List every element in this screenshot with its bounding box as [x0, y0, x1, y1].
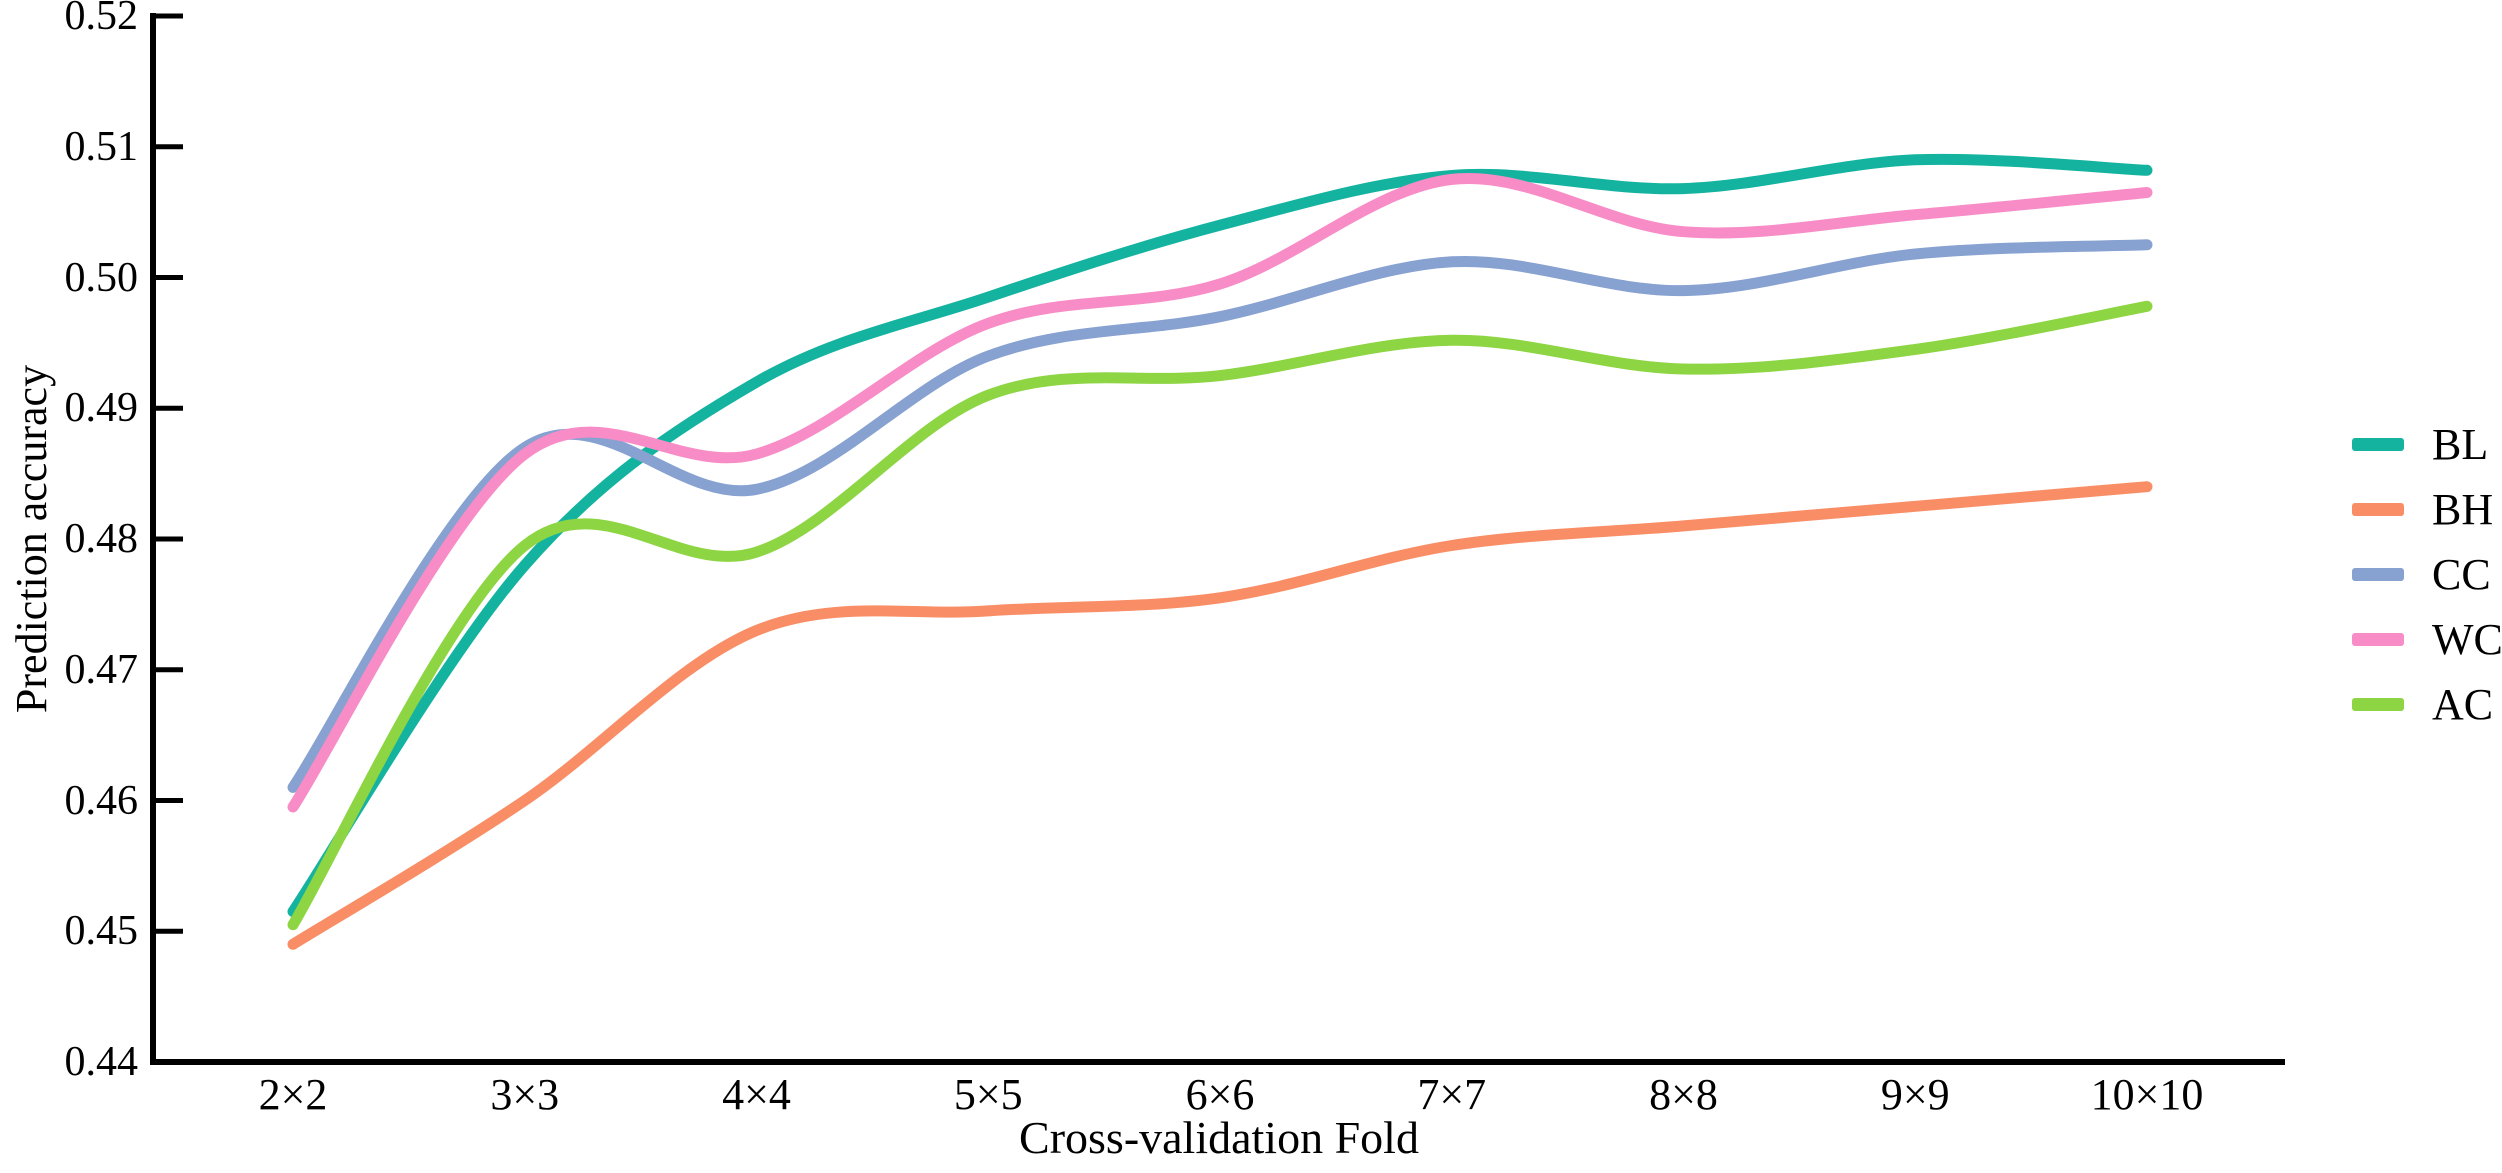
- series-line-WC: [287, 172, 2153, 813]
- legend-swatch: [2352, 503, 2404, 516]
- x-tick-label: 8×8: [1649, 1070, 1718, 1119]
- legend-label: BH: [2432, 485, 2494, 534]
- y-tick-label: 0.46: [64, 777, 139, 824]
- x-tick-label: 10×10: [2090, 1070, 2204, 1119]
- legend-label: BL: [2432, 420, 2489, 469]
- y-tick-label: 0.44: [64, 1039, 139, 1085]
- legend-item-BL: BL: [2352, 412, 2502, 477]
- legend-label: WC: [2432, 615, 2502, 664]
- legend-swatch: [2352, 698, 2404, 711]
- legend-item-WC: WC: [2352, 607, 2502, 672]
- legend-swatch: [2352, 438, 2404, 451]
- series-line-BH: [287, 481, 2153, 950]
- y-tick-label: 0.52: [64, 0, 139, 39]
- series-line-BL: [287, 153, 2153, 918]
- x-tick-label: 5×5: [953, 1070, 1023, 1119]
- x-tick-label: 4×4: [722, 1070, 791, 1119]
- x-tick-label: 9×9: [1880, 1070, 1950, 1119]
- legend-label: CC: [2432, 550, 2491, 599]
- series-line-AC: [287, 300, 2153, 931]
- y-tick-label: 0.49: [64, 385, 139, 432]
- legend-item-CC: CC: [2352, 542, 2502, 607]
- x-axis-title: Cross-validation Fold: [1019, 1112, 1419, 1163]
- legend-swatch: [2352, 568, 2404, 581]
- legend-item-BH: BH: [2352, 477, 2502, 542]
- x-tick-label: 6×6: [1185, 1070, 1255, 1119]
- x-tick-label: 7×7: [1417, 1070, 1487, 1119]
- y-tick-label: 0.51: [64, 123, 139, 170]
- y-tick-label: 0.50: [64, 254, 139, 301]
- legend-item-AC: AC: [2352, 672, 2502, 737]
- y-tick-label: 0.48: [64, 516, 139, 562]
- x-tick-label: 3×3: [490, 1070, 560, 1119]
- x-tick-label: 2×2: [258, 1070, 328, 1119]
- legend-swatch: [2352, 633, 2404, 646]
- legend-label: AC: [2432, 680, 2494, 729]
- y-tick-label: 0.45: [64, 908, 139, 955]
- legend: BL BH CC WC AC: [2352, 412, 2502, 737]
- y-tick-label: 0.47: [64, 646, 139, 693]
